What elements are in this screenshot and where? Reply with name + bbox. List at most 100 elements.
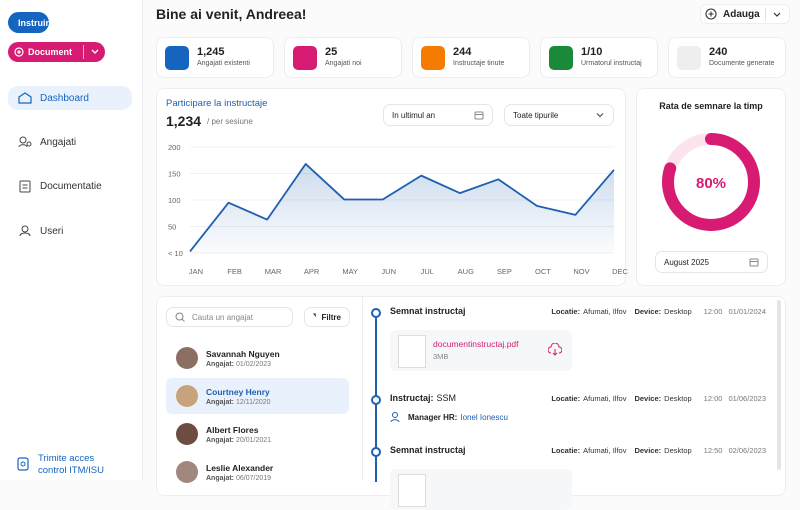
stat-icon — [421, 46, 445, 70]
employee-date: 01/02/2023 — [236, 361, 272, 368]
nav-item[interactable]: Angajati — [8, 130, 132, 154]
time: 12:00 — [703, 307, 723, 316]
timeline-dot — [371, 447, 381, 457]
filter-label: Filtre — [321, 312, 341, 322]
period-select[interactable]: In ultimul an — [383, 104, 493, 126]
event-title-text: Semnat instructaj — [390, 306, 466, 316]
nav-item[interactable]: Documentatie — [8, 174, 132, 198]
stat-icon — [549, 46, 573, 70]
stat-card: 1,245 Angajati existenti — [156, 37, 274, 78]
manager-label: Manager HR: — [408, 412, 458, 422]
x-tick-label: APR — [304, 267, 320, 276]
file-name: documentinstructaj.pdf — [433, 339, 519, 349]
stat-label: Angajati existenti — [197, 60, 250, 67]
y-tick-label: < 10 — [168, 249, 183, 258]
instruire-label: Instruire — [18, 17, 55, 28]
stat-label: Instructaje tinute — [453, 60, 505, 67]
participation-total: 1,234 — [166, 113, 202, 129]
scrollbar[interactable] — [777, 300, 781, 470]
sidebar — [0, 0, 143, 480]
employee-role: Angajat: — [206, 399, 234, 406]
location-label: Locatie: — [551, 394, 581, 403]
nav-label: Useri — [40, 225, 64, 237]
event-title: Semnat instructaj — [390, 306, 466, 316]
x-tick-label: FEB — [227, 267, 242, 276]
employee-row[interactable]: Leslie Alexander Angajat: 06/07/2019 — [166, 454, 349, 490]
employee-meta: Angajat: 12/11/2020 — [206, 399, 271, 406]
x-tick-label: JUN — [381, 267, 396, 276]
search-placeholder: Cauta un angajat — [192, 312, 253, 322]
employee-row[interactable]: Savannah Nguyen Angajat: 01/02/2023 — [166, 340, 349, 376]
file-thumbnail — [398, 335, 426, 368]
timeline-dot — [371, 395, 381, 405]
device: Desktop — [664, 446, 692, 455]
type-label: Toate tipurile — [513, 110, 559, 120]
x-tick-label: AUG — [458, 267, 474, 276]
employee-row[interactable]: Albert Flores Angajat: 20/01/2021 — [166, 416, 349, 452]
avatar — [176, 461, 198, 483]
employee-name: Leslie Alexander — [206, 463, 274, 473]
rate-filter-label: August 2025 — [664, 257, 709, 267]
location: Afumati, Ilfov — [583, 394, 627, 403]
file-box — [390, 469, 572, 510]
stat-card: 1/10 Urmatorul instructaj — [540, 37, 658, 78]
x-tick-label: JUL — [421, 267, 434, 276]
event-title-detail: SSM — [436, 393, 457, 403]
stat-card: 244 Instructaje tinute — [412, 37, 530, 78]
employee-role: Angajat: — [206, 437, 234, 444]
time: 12:00 — [703, 394, 723, 403]
filter-button[interactable]: Filtre — [304, 307, 350, 327]
employee-name: Courtney Henry — [206, 387, 270, 397]
employee-row[interactable]: Courtney Henry Angajat: 12/11/2020 — [166, 378, 349, 414]
manager: Manager HR: Ionel Ionescu — [390, 411, 508, 423]
stat-value: 1/10 — [581, 46, 603, 58]
search-input[interactable]: Cauta un angajat — [166, 307, 293, 327]
avatar — [176, 423, 198, 445]
event-meta: Locatie: Afumati, Ilfov Device: Desktop 12:5… — [551, 446, 766, 455]
divider — [362, 296, 363, 480]
date: 01/01/2024 — [728, 307, 766, 316]
gauge-arc — [662, 133, 760, 231]
avatar — [176, 385, 198, 407]
footer-link[interactable]: Trimite acces control ITM/ISU — [38, 453, 104, 476]
x-tick-label: DEC — [612, 267, 628, 276]
employee-meta: Angajat: 20/01/2021 — [206, 437, 271, 444]
nav-label: Angajati — [40, 136, 77, 148]
stat-icon — [293, 46, 317, 70]
device-label: Device: — [634, 307, 662, 316]
download-button[interactable] — [547, 342, 563, 362]
stat-value: 244 — [453, 46, 472, 58]
date: 01/06/2023 — [728, 394, 766, 403]
rate-select[interactable]: August 2025 — [655, 251, 768, 273]
y-tick-label: 150 — [168, 170, 181, 179]
line-chart: < 10 50 100 150 200 JAN FEB MAR APR MAY JUN JUL AUG S… — [168, 143, 628, 276]
period-label: In ultimul an — [392, 110, 436, 120]
y-tick-label: 100 — [168, 196, 181, 205]
employee-name: Savannah Nguyen — [206, 349, 280, 359]
gauge-value: 80% — [696, 175, 726, 192]
add-button[interactable]: Adauga — [700, 4, 790, 24]
location-label: Locatie: — [551, 307, 581, 316]
file-thumbnail — [398, 474, 426, 507]
line — [189, 163, 615, 252]
y-tick-label: 200 — [168, 143, 181, 152]
gauge-chart: Rata de semnare la timp 80% — [659, 101, 763, 231]
footer-icon — [17, 457, 29, 471]
timeline-dot — [371, 308, 381, 318]
employee-name: Albert Flores — [206, 425, 259, 435]
event-meta: Locatie: Afumati, Ilfov Device: Desktop 12:0… — [551, 307, 766, 316]
date: 02/06/2023 — [728, 446, 766, 455]
stat-value: 25 — [325, 46, 338, 58]
instruire-button[interactable]: Instruire — [8, 12, 54, 33]
add-label: Adauga — [723, 8, 760, 20]
location: Afumati, Ilfov — [583, 446, 627, 455]
avatar — [176, 347, 198, 369]
x-tick-label: MAR — [265, 267, 282, 276]
nav-item[interactable]: Useri — [8, 219, 132, 243]
location-label: Locatie: — [551, 446, 581, 455]
document-button[interactable]: Document — [8, 42, 105, 62]
event-meta: Locatie: Afumati, Ilfov Device: Desktop 12:0… — [551, 394, 766, 403]
nav-item[interactable]: Dashboard — [8, 86, 132, 110]
type-select[interactable]: Toate tipurile — [504, 104, 614, 126]
